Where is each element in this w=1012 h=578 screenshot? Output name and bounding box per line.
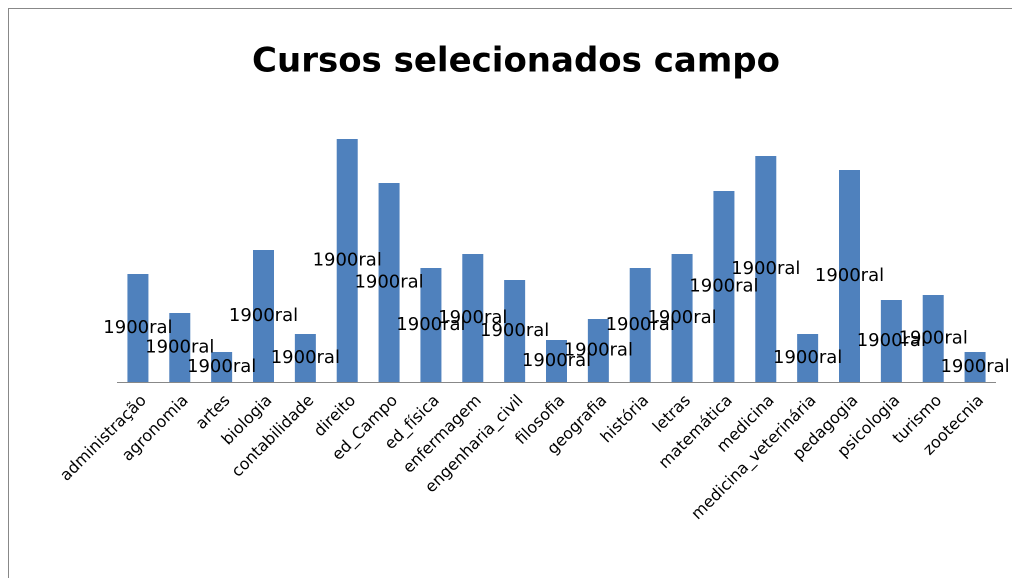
bar xyxy=(462,254,484,382)
data-label: 1900ral xyxy=(731,258,800,279)
bar xyxy=(378,183,400,382)
bar xyxy=(629,268,651,382)
data-label: 1900ral xyxy=(145,337,214,358)
data-label: 1900ral xyxy=(606,314,675,335)
bar xyxy=(504,280,526,382)
data-label: 1900ral xyxy=(229,305,298,326)
bar xyxy=(839,170,860,382)
bar xyxy=(671,254,693,382)
bar xyxy=(880,300,902,382)
data-label: 1900ral xyxy=(396,314,465,335)
data-label: 1900ral xyxy=(940,356,1009,377)
bar xyxy=(797,334,819,382)
data-label: 1900ral xyxy=(271,347,340,368)
data-label: 1900ral xyxy=(564,340,633,361)
bar xyxy=(546,340,567,382)
data-label: 1900ral xyxy=(187,356,256,377)
bar xyxy=(922,295,944,382)
bar xyxy=(169,313,191,382)
chart-title: Cursos selecionados campo xyxy=(252,41,780,81)
data-label: 1900ral xyxy=(689,276,758,297)
bar xyxy=(964,352,986,382)
bar xyxy=(587,319,609,382)
bar xyxy=(294,334,316,382)
bar xyxy=(211,352,233,382)
data-label: 1900ral xyxy=(313,250,382,271)
data-label: 1900ral xyxy=(480,320,549,341)
data-label: 1900ral xyxy=(899,328,968,349)
bar xyxy=(253,250,274,382)
data-label: 1900ral xyxy=(354,272,423,293)
data-label: 1900ral xyxy=(522,350,591,371)
bar xyxy=(755,156,777,382)
data-label: 1900ral xyxy=(857,330,926,351)
bar xyxy=(336,139,358,382)
bar xyxy=(713,191,735,382)
data-label: 1900ral xyxy=(438,307,507,328)
bar xyxy=(420,268,442,382)
data-label: 1900ral xyxy=(103,317,172,338)
data-label: 1900ral xyxy=(773,347,842,368)
data-label: 1900ral xyxy=(647,307,716,328)
data-label: 1900ral xyxy=(815,265,884,286)
bar xyxy=(127,274,149,382)
